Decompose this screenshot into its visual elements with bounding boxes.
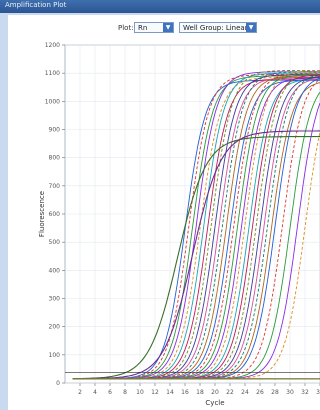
plot-type-select[interactable]: Rn ▼ (134, 22, 174, 33)
amplification-curve (72, 130, 320, 380)
window-title: Amplification Plot (5, 1, 67, 9)
amplification-chart[interactable]: 2468101214161820222426283032340100200300… (8, 15, 320, 410)
y-tick-label: 300 (49, 296, 61, 303)
x-tick-label: 12 (151, 389, 159, 396)
y-tick-label: 1200 (45, 42, 60, 49)
y-tick-label: 700 (49, 183, 61, 190)
chevron-down-icon[interactable]: ▼ (163, 23, 173, 32)
title-bar: Amplification Plot (0, 0, 320, 13)
plot-panel: Plot: Rn ▼ Well Group: Linear ▼ 2 4 6 8 10 12… (8, 15, 320, 410)
plot-type-value: Rn (138, 24, 148, 32)
chevron-down-icon[interactable]: ▼ (246, 23, 256, 32)
y-tick-label: 100 (49, 352, 61, 359)
x-tick-label: 14 (166, 389, 174, 396)
x-tick-label: 24 (241, 389, 249, 396)
x-tick-label: 2 (78, 389, 82, 396)
x-axis-label: Cycle (205, 399, 224, 407)
y-tick-label: 400 (49, 267, 61, 274)
window-frame: Plot: Rn ▼ Well Group: Linear ▼ 2 4 6 8 10 12… (0, 13, 320, 410)
x-tick-label: 18 (196, 389, 204, 396)
x-tick-label: 26 (256, 389, 264, 396)
plot-type-label: Plot: (118, 24, 134, 32)
x-tick-label: 4 (93, 389, 97, 396)
y-tick-label: 500 (49, 239, 61, 246)
y-axis-label: Fluorescence (38, 191, 46, 237)
plot-toolbar: Plot: Rn ▼ Well Group: Linear ▼ (8, 15, 320, 41)
y-tick-label: 200 (49, 324, 61, 331)
y-tick-label: 0 (56, 380, 60, 387)
x-tick-label: 16 (181, 389, 189, 396)
x-tick-label: 30 (286, 389, 294, 396)
y-tick-label: 800 (49, 155, 61, 162)
amplification-curve (72, 136, 320, 380)
x-tick-label: 20 (211, 389, 219, 396)
y-tick-label: 900 (49, 127, 61, 134)
x-tick-label: 10 (136, 389, 144, 396)
y-tick-label: 1000 (45, 98, 60, 105)
y-tick-label: 600 (49, 211, 61, 218)
x-tick-label: 34 (316, 389, 320, 396)
x-tick-label: 8 (123, 389, 127, 396)
x-tick-label: 22 (226, 389, 234, 396)
x-tick-label: 28 (271, 389, 279, 396)
x-tick-label: 6 (108, 389, 112, 396)
well-group-value: Well Group: Linear (183, 24, 248, 32)
x-tick-label: 32 (301, 389, 309, 396)
well-group-select[interactable]: Well Group: Linear ▼ (179, 22, 257, 33)
y-tick-label: 1100 (45, 70, 60, 77)
